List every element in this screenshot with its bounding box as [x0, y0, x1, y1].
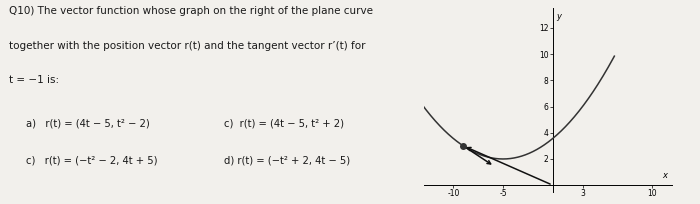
Text: c)  r(t) = (4t − 5, t² + 2): c) r(t) = (4t − 5, t² + 2) — [224, 118, 344, 128]
Text: together with the position vector r(t) and the tangent vector r’(t) for: together with the position vector r(t) a… — [8, 41, 365, 51]
Text: x: x — [662, 171, 667, 180]
Text: a)   r(t) = (4t − 5, t² − 2): a) r(t) = (4t − 5, t² − 2) — [26, 118, 150, 128]
Text: c)   r(t) = (−t² − 2, 4t + 5): c) r(t) = (−t² − 2, 4t + 5) — [26, 155, 158, 165]
Text: y: y — [556, 12, 561, 21]
Text: Q10) The vector function whose graph on the right of the plane curve: Q10) The vector function whose graph on … — [8, 6, 372, 16]
Text: t = −1 is:: t = −1 is: — [8, 75, 59, 85]
Text: d) r(t) = (−t² + 2, 4t − 5): d) r(t) = (−t² + 2, 4t − 5) — [224, 155, 350, 165]
